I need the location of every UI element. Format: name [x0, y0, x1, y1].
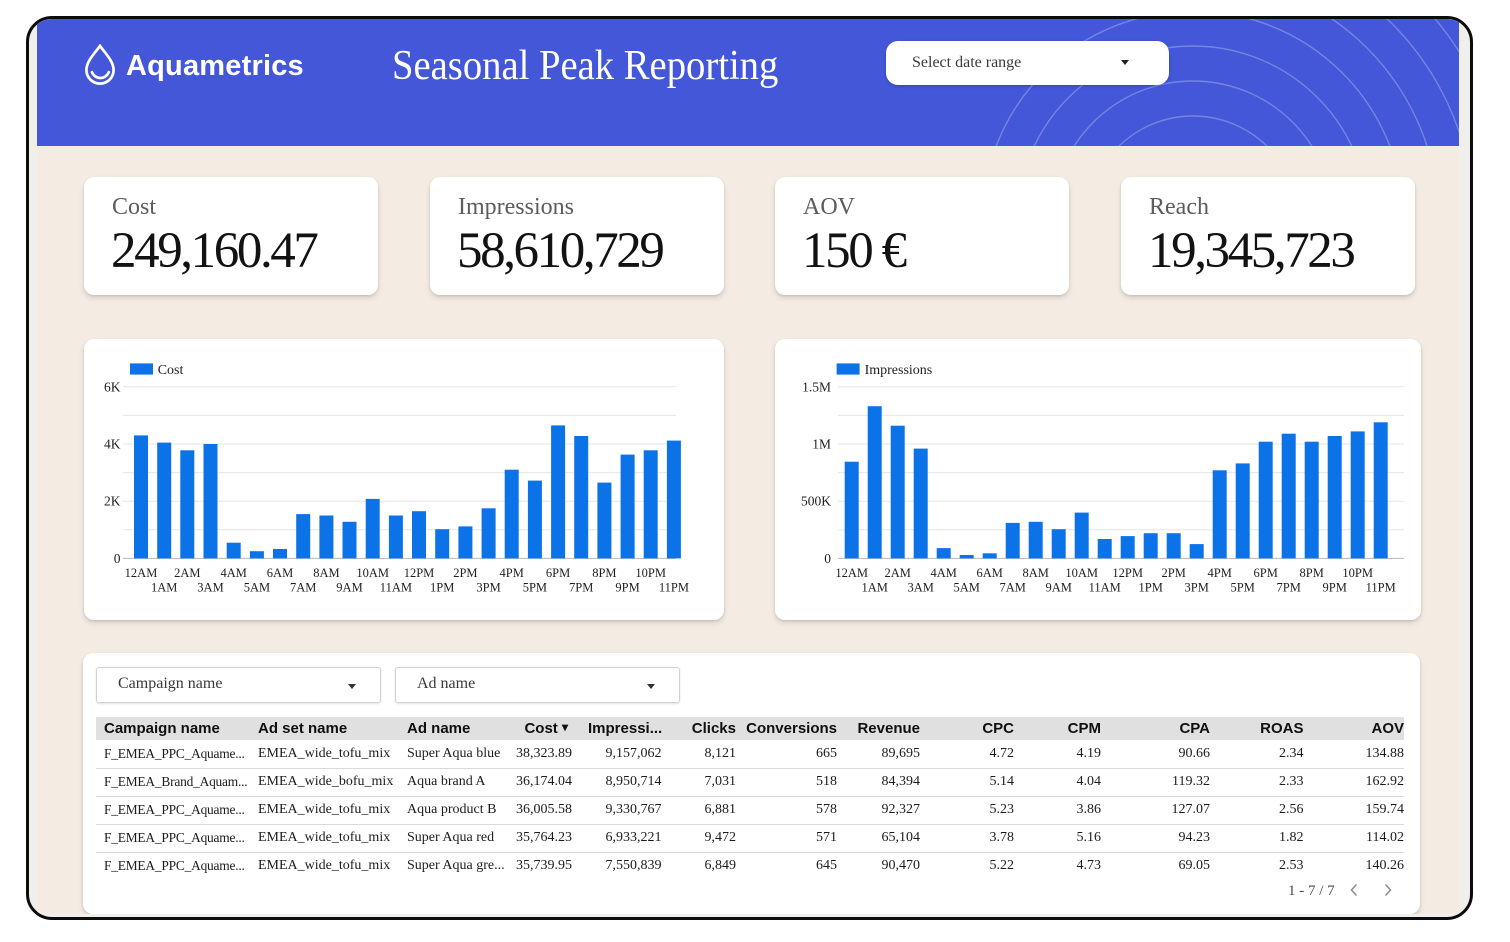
svg-text:4PM: 4PM [500, 566, 524, 580]
svg-text:8AM: 8AM [1022, 566, 1048, 580]
svg-text:11PM: 11PM [1366, 581, 1396, 595]
svg-text:Impressions: Impressions [865, 363, 933, 378]
svg-text:9AM: 9AM [1045, 581, 1071, 595]
svg-text:2K: 2K [104, 494, 121, 509]
svg-text:10AM: 10AM [1065, 566, 1098, 580]
svg-text:2PM: 2PM [1162, 566, 1186, 580]
svg-text:5PM: 5PM [1231, 581, 1255, 595]
svg-text:7PM: 7PM [1277, 581, 1301, 595]
svg-text:1AM: 1AM [151, 581, 177, 595]
svg-text:12PM: 12PM [1112, 566, 1143, 580]
svg-text:1PM: 1PM [430, 581, 454, 595]
svg-text:6K: 6K [104, 379, 121, 394]
svg-text:11AM: 11AM [380, 581, 412, 595]
svg-text:12AM: 12AM [835, 566, 868, 580]
svg-text:3AM: 3AM [197, 581, 223, 595]
svg-text:4AM: 4AM [930, 566, 956, 580]
svg-text:3AM: 3AM [907, 581, 933, 595]
svg-text:10AM: 10AM [356, 566, 389, 580]
svg-text:2AM: 2AM [174, 566, 200, 580]
svg-text:12PM: 12PM [404, 566, 435, 580]
svg-text:4PM: 4PM [1208, 566, 1232, 580]
svg-text:8PM: 8PM [1300, 566, 1324, 580]
svg-text:5AM: 5AM [953, 581, 979, 595]
svg-text:3PM: 3PM [476, 581, 500, 595]
svg-text:6AM: 6AM [267, 566, 293, 580]
svg-text:Cost: Cost [158, 363, 184, 378]
svg-text:0: 0 [114, 551, 121, 566]
svg-text:11PM: 11PM [659, 581, 689, 595]
svg-text:5PM: 5PM [523, 581, 547, 595]
svg-text:1.5M: 1.5M [802, 379, 831, 394]
svg-text:1PM: 1PM [1139, 581, 1163, 595]
svg-text:8PM: 8PM [592, 566, 616, 580]
svg-text:10PM: 10PM [1342, 566, 1373, 580]
svg-text:7AM: 7AM [290, 581, 316, 595]
svg-text:4K: 4K [104, 437, 121, 452]
svg-text:2PM: 2PM [453, 566, 477, 580]
svg-text:11AM: 11AM [1089, 581, 1121, 595]
svg-text:500K: 500K [801, 494, 831, 509]
svg-text:6AM: 6AM [976, 566, 1002, 580]
svg-text:9PM: 9PM [1323, 581, 1347, 595]
svg-text:1AM: 1AM [861, 581, 887, 595]
svg-text:1M: 1M [812, 437, 831, 452]
svg-text:8AM: 8AM [313, 566, 339, 580]
svg-text:5AM: 5AM [244, 581, 270, 595]
svg-text:2AM: 2AM [884, 566, 910, 580]
svg-text:12AM: 12AM [125, 566, 158, 580]
svg-text:3PM: 3PM [1185, 581, 1209, 595]
svg-text:9PM: 9PM [615, 581, 639, 595]
svg-text:4AM: 4AM [220, 566, 246, 580]
svg-text:9AM: 9AM [336, 581, 362, 595]
svg-text:7AM: 7AM [999, 581, 1025, 595]
svg-text:0: 0 [824, 551, 831, 566]
svg-text:6PM: 6PM [546, 566, 570, 580]
svg-text:7PM: 7PM [569, 581, 593, 595]
svg-text:6PM: 6PM [1254, 566, 1278, 580]
svg-text:10PM: 10PM [635, 566, 666, 580]
